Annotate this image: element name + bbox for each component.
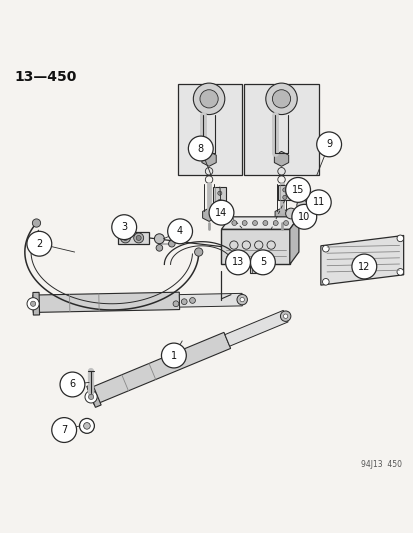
Circle shape [209,200,233,225]
Circle shape [280,311,290,321]
Polygon shape [33,292,179,312]
FancyBboxPatch shape [118,232,149,244]
Circle shape [230,263,235,268]
Circle shape [396,269,403,275]
Text: 13: 13 [231,257,244,268]
Circle shape [235,263,240,268]
Polygon shape [274,208,287,221]
Polygon shape [88,333,230,405]
Polygon shape [274,151,288,166]
FancyBboxPatch shape [250,265,266,273]
Circle shape [79,418,94,433]
FancyBboxPatch shape [278,184,294,200]
Circle shape [322,245,328,252]
Circle shape [112,215,136,240]
Circle shape [27,297,39,310]
Circle shape [282,188,286,192]
Text: 15: 15 [291,185,304,195]
Text: 5: 5 [259,257,266,268]
Polygon shape [221,217,298,229]
Circle shape [283,314,287,318]
Circle shape [193,83,224,115]
Circle shape [83,423,90,429]
Circle shape [252,221,257,225]
Circle shape [32,219,40,227]
Circle shape [236,294,247,305]
Polygon shape [224,310,287,346]
Circle shape [282,195,286,199]
Circle shape [173,301,178,306]
Text: 2: 2 [36,239,43,249]
Polygon shape [178,84,242,175]
Circle shape [272,90,290,108]
Text: 7: 7 [61,425,67,435]
Text: 4: 4 [177,227,183,236]
Circle shape [231,221,236,225]
Circle shape [351,254,376,279]
Circle shape [217,199,221,204]
Text: 8: 8 [197,143,203,154]
Circle shape [242,221,247,225]
Circle shape [133,233,143,243]
Text: 13—450: 13—450 [14,70,77,84]
Circle shape [240,297,244,302]
Circle shape [27,231,52,256]
Polygon shape [289,217,298,264]
Circle shape [85,391,97,403]
Circle shape [217,191,221,195]
Circle shape [273,221,278,225]
FancyBboxPatch shape [213,187,226,204]
Circle shape [265,83,297,115]
Circle shape [31,301,36,306]
Circle shape [189,297,195,303]
Circle shape [296,200,307,211]
Polygon shape [179,293,242,307]
Text: 12: 12 [357,262,370,271]
Circle shape [136,236,141,240]
Circle shape [188,136,213,161]
Circle shape [168,240,175,247]
Text: 94J13  450: 94J13 450 [360,459,401,469]
Circle shape [154,234,164,244]
Circle shape [225,250,250,275]
Text: 6: 6 [69,379,75,390]
Circle shape [161,343,186,368]
Text: 9: 9 [325,139,331,149]
Circle shape [194,248,202,256]
Circle shape [167,219,192,244]
Circle shape [291,204,316,229]
Circle shape [283,221,288,225]
Circle shape [322,279,328,285]
Polygon shape [202,151,216,166]
Circle shape [285,208,296,219]
FancyBboxPatch shape [230,261,243,271]
Polygon shape [320,236,403,285]
Circle shape [156,245,162,251]
Polygon shape [87,384,101,407]
Text: 11: 11 [312,197,324,207]
Polygon shape [202,208,215,221]
Polygon shape [33,292,40,315]
Circle shape [199,90,218,108]
Text: 1: 1 [171,351,176,360]
Polygon shape [244,84,318,175]
Circle shape [396,235,403,241]
Circle shape [306,190,330,215]
Text: 3: 3 [121,222,127,232]
Circle shape [262,221,267,225]
Text: 10: 10 [297,212,310,222]
Text: 14: 14 [215,208,227,217]
Circle shape [60,372,85,397]
Circle shape [120,233,130,243]
Circle shape [250,250,275,275]
Circle shape [52,418,76,442]
Circle shape [316,132,341,157]
FancyBboxPatch shape [221,229,289,264]
Circle shape [285,177,310,203]
Circle shape [88,394,93,400]
Circle shape [123,236,128,240]
Circle shape [181,299,187,304]
